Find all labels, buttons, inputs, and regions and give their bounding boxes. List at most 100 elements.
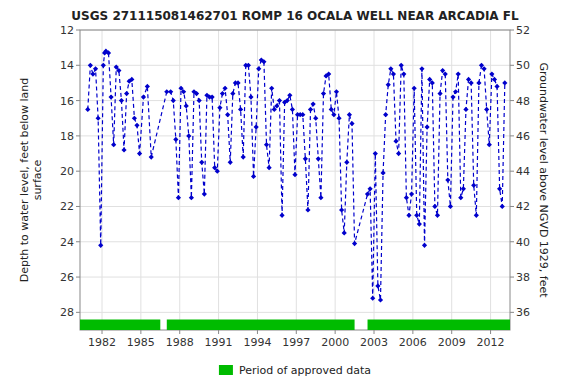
data-point [300,112,305,117]
data-point [336,116,341,121]
y-tick [76,241,80,242]
y2-tick [510,30,514,31]
data-point [492,77,497,82]
data-point [375,283,380,288]
data-point [171,98,176,103]
data-point [396,151,401,156]
data-point [461,186,466,191]
chart: 1982198519881991199419972000200320062009… [0,0,576,384]
data-point [388,66,393,71]
data-point [448,204,453,209]
data-point [285,98,290,103]
data-point [419,66,424,71]
data-point [497,186,502,191]
data-line [88,51,505,300]
y-tick-label: 12 [60,24,74,37]
grid-line [451,30,452,330]
chart-title: USGS 271115081462701 ROMP 16 OCALA WELL … [71,9,519,23]
data-point [432,204,437,209]
y2-tick [510,312,514,313]
data-point [450,94,455,99]
legend-label: Period of approved data [239,364,371,377]
data-point [368,186,373,191]
data-point [238,107,243,112]
y2-tick [510,171,514,172]
y2-tick [510,135,514,136]
data-point [425,124,430,129]
y-tick-label: 26 [60,271,74,284]
data-point [404,195,409,200]
data-point [383,112,388,117]
y2-axis-label: Groundwater level above NGVD 1929, feet [537,62,550,298]
x-tick [374,330,375,334]
x-tick-label: 2006 [399,336,427,349]
grid-line [80,135,510,136]
data-point [378,297,383,302]
data-point [373,151,378,156]
y-tick [76,171,80,172]
data-point [88,63,93,68]
grid-line [179,30,180,330]
data-point [435,213,440,218]
data-point [437,91,442,96]
data-point [334,89,339,94]
data-point [399,63,404,68]
x-tick-label: 2009 [438,336,466,349]
data-point [119,98,124,103]
x-tick [451,330,452,334]
grid-line [80,65,510,66]
grid-line [80,241,510,242]
data-point [266,165,271,170]
y2-tick-label: 42 [516,200,530,213]
data-point [316,156,321,161]
data-point [248,94,253,99]
data-point [500,204,505,209]
data-point [474,213,479,218]
y2-tick [510,241,514,242]
y-tick [76,206,80,207]
data-point [189,195,194,200]
data-point [445,177,450,182]
data-point [186,133,191,138]
grid-line [257,30,258,330]
data-point [129,77,134,82]
grid-line [80,100,510,101]
data-point [417,222,422,227]
data-point [502,80,507,85]
data-point [264,142,269,147]
y2-tick-label: 36 [516,306,530,319]
y2-tick [510,206,514,207]
y-tick-label: 16 [60,95,74,108]
data-point [279,213,284,218]
data-point [292,172,297,177]
data-point [344,160,349,165]
data-point [235,80,240,85]
data-point [308,107,313,112]
grid-line [80,277,510,278]
data-point [225,112,230,117]
y2-tick [510,65,514,66]
x-tick [335,330,336,334]
data-point [471,183,476,188]
data-point [222,86,227,91]
data-point [241,154,246,159]
data-point [202,192,207,197]
data-point [326,72,331,77]
data-point [329,107,334,112]
approved-period [368,320,510,331]
legend: Period of approved data [219,364,371,377]
grid-line [80,206,510,207]
data-point [194,91,199,96]
data-point [393,139,398,144]
data-point [430,80,435,85]
data-point [116,68,121,73]
data-point [228,160,233,165]
data-point [456,72,461,77]
y-tick-label: 24 [60,236,74,249]
y-axis-label: Depth to water level, feet below landsur… [18,78,44,283]
data-point [108,94,113,99]
x-tick [257,330,258,334]
x-tick-label: 1985 [127,336,155,349]
data-point [349,121,354,126]
data-point [210,94,215,99]
